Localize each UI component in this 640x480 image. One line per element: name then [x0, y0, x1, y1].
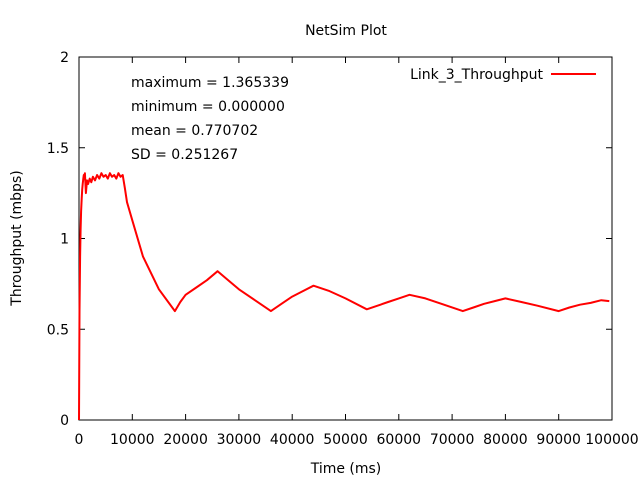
x-tick-label: 100000	[585, 432, 638, 448]
x-axis-label: Time (ms)	[310, 461, 382, 477]
y-tick-label: 0	[60, 413, 69, 429]
stat-annotation: maximum = 1.365339	[131, 75, 289, 91]
stat-annotation: minimum = 0.000000	[131, 99, 285, 115]
stat-annotation: SD = 0.251267	[131, 147, 238, 163]
x-tick-label: 60000	[377, 432, 422, 448]
x-tick-label: 50000	[323, 432, 368, 448]
x-tick-label: 0	[75, 432, 84, 448]
y-tick-label: 1.5	[47, 141, 69, 157]
stat-annotation: mean = 0.770702	[131, 123, 258, 139]
x-tick-label: 90000	[536, 432, 581, 448]
x-tick-label: 20000	[163, 432, 208, 448]
y-tick-label: 1	[60, 232, 69, 248]
x-tick-label: 10000	[110, 432, 155, 448]
series-line	[78, 172, 610, 421]
y-tick-label: 2	[60, 50, 69, 66]
x-tick-label: 40000	[270, 432, 315, 448]
x-tick-label: 30000	[217, 432, 262, 448]
legend-label: Link_3_Throughput	[410, 67, 543, 83]
x-tick-label: 80000	[483, 432, 528, 448]
y-axis-label: Throughput (mbps)	[9, 170, 25, 306]
chart-title: NetSim Plot	[305, 23, 387, 39]
x-tick-label: 70000	[430, 432, 475, 448]
y-tick-label: 0.5	[47, 322, 69, 338]
